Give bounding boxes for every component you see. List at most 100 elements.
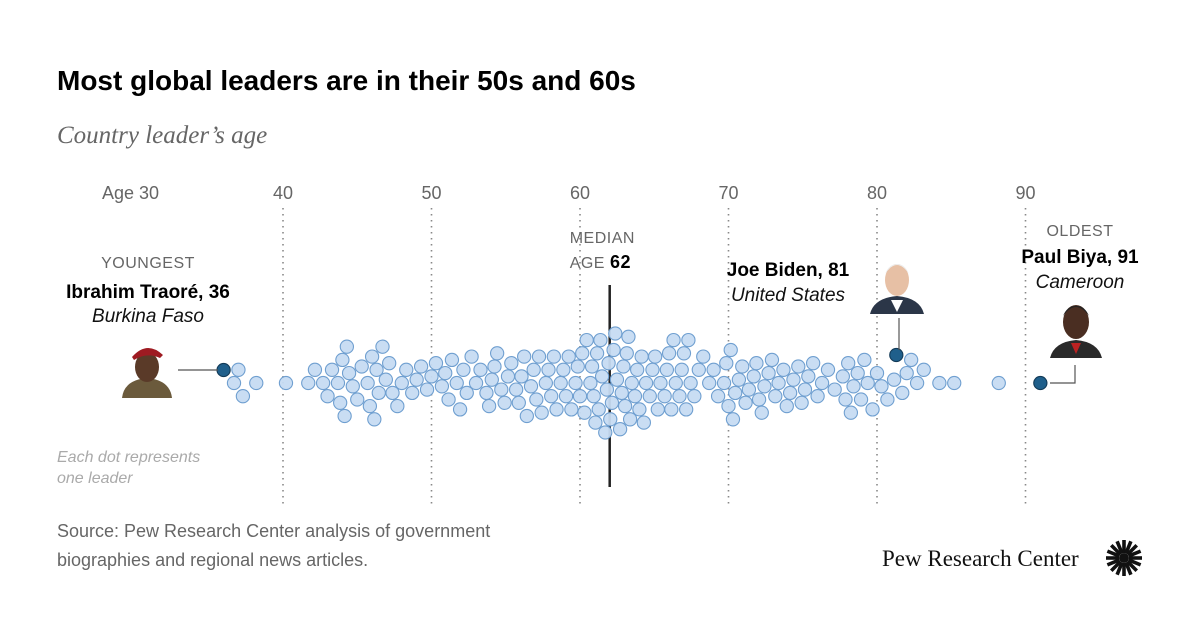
- leader-dot: [601, 356, 616, 371]
- leader-dot: [459, 385, 474, 401]
- leader-dot: [538, 375, 553, 391]
- dots: [216, 326, 1048, 440]
- leader-dot: [683, 375, 698, 391]
- leader-dot: [441, 392, 456, 407]
- oldest-country: Cameroon: [1036, 272, 1125, 293]
- leader-dot: [362, 398, 378, 414]
- leader-dot: [519, 408, 534, 424]
- leader-dot: [746, 369, 761, 384]
- leader-dot: [621, 329, 636, 344]
- leader-dot: [586, 389, 601, 404]
- leader-dot: [564, 402, 579, 417]
- leader-dot: [473, 362, 488, 377]
- tick-label: 60: [570, 183, 590, 203]
- leader-dot: [672, 389, 687, 404]
- leader-dot: [738, 395, 753, 410]
- leader-dot: [360, 375, 375, 391]
- leader-dot: [399, 362, 414, 377]
- leader-dot: [846, 379, 861, 394]
- leader-dot: [345, 379, 360, 394]
- leader-dot: [850, 365, 865, 381]
- leader-dot: [583, 375, 598, 391]
- annotation-youngest: YOUNGEST Ibrahim Traoré, 36 Burkina Faso: [66, 255, 230, 398]
- leader-dot: [636, 415, 652, 430]
- leader-dot: [612, 422, 628, 437]
- leader-dot: [339, 339, 355, 354]
- median-label: MEDIAN: [570, 230, 635, 247]
- leader-dot: [932, 375, 947, 391]
- leader-dot: [561, 349, 576, 364]
- leader-dot: [779, 398, 794, 414]
- leader-dot: [546, 349, 562, 364]
- leader-dot: [843, 405, 859, 420]
- leader-dot: [504, 356, 519, 371]
- leader-dot: [853, 392, 869, 407]
- leader-dot: [647, 349, 663, 364]
- leader-dot: [794, 395, 809, 410]
- leader-dot: [419, 382, 435, 397]
- leader-dot: [598, 425, 613, 440]
- tick-label: Age 30: [102, 183, 159, 203]
- leader-dot: [616, 359, 631, 374]
- leader-dot: [791, 359, 806, 374]
- leader-dot: [514, 369, 529, 384]
- chart-title: Most global leaders are in their 50s and…: [57, 65, 636, 96]
- leader-dot: [449, 375, 464, 391]
- leader-dot: [575, 346, 590, 361]
- leader-dot: [865, 402, 880, 417]
- leader-dot: [991, 375, 1006, 391]
- leader-dot: [341, 365, 357, 381]
- leader-dot: [614, 385, 629, 401]
- leader-dot: [874, 379, 889, 394]
- leader-dot: [661, 346, 677, 361]
- leader-dot: [385, 385, 400, 401]
- leader-dot: [916, 362, 931, 377]
- leader-dot: [589, 346, 605, 361]
- leader-dot: [904, 352, 919, 368]
- leader-dot: [645, 362, 660, 377]
- leader-dot: [577, 405, 592, 420]
- biden-country: United States: [731, 285, 846, 306]
- leader-dot: [354, 359, 369, 374]
- leader-dot: [464, 349, 479, 364]
- leader-dot: [249, 375, 264, 391]
- leader-dot: [664, 402, 679, 417]
- leader-dot: [378, 372, 393, 387]
- leader-dot: [757, 379, 772, 394]
- leader-dot: [771, 375, 786, 391]
- leader-dot: [500, 369, 516, 384]
- pew-logo-text: Pew Research Center: [882, 546, 1079, 571]
- leader-dot: [570, 359, 585, 374]
- biya-photo: [1050, 305, 1102, 358]
- annotation-oldest: OLDEST Paul Biya, 91 Cameroon: [1021, 223, 1139, 384]
- leader-dot: [444, 352, 460, 368]
- tick-label: 70: [718, 183, 738, 203]
- leader-dot: [604, 395, 620, 410]
- leader-dot: [634, 349, 649, 364]
- dot-note-line1: Each dot represents: [57, 449, 200, 466]
- leader-dot: [494, 382, 509, 397]
- leader-dot: [487, 359, 502, 374]
- leader-dot: [627, 389, 643, 404]
- pew-sunburst-icon: [1106, 540, 1142, 576]
- leader-dot: [749, 356, 764, 371]
- leader-dot: [691, 362, 706, 377]
- oldest-tag: OLDEST: [1046, 223, 1113, 240]
- leader-dot: [335, 352, 350, 368]
- leader-dot: [523, 379, 539, 394]
- leader-dot: [529, 392, 544, 407]
- leader-dot: [725, 412, 741, 427]
- leader-dot: [452, 402, 468, 417]
- leader-dot: [235, 389, 251, 404]
- youngest-tag: YOUNGEST: [101, 255, 195, 272]
- leader-dot: [489, 346, 505, 361]
- leader-dot: [390, 398, 405, 414]
- youngest-name: Ibrahim Traoré, 36: [66, 282, 230, 303]
- leader-dot: [572, 389, 588, 404]
- leader-dot: [776, 362, 791, 377]
- leader-dot: [768, 389, 783, 404]
- leader-dot: [456, 362, 471, 377]
- highlight-dot: [889, 347, 904, 363]
- annotation-biden: Joe Biden, 81 United States: [727, 260, 924, 350]
